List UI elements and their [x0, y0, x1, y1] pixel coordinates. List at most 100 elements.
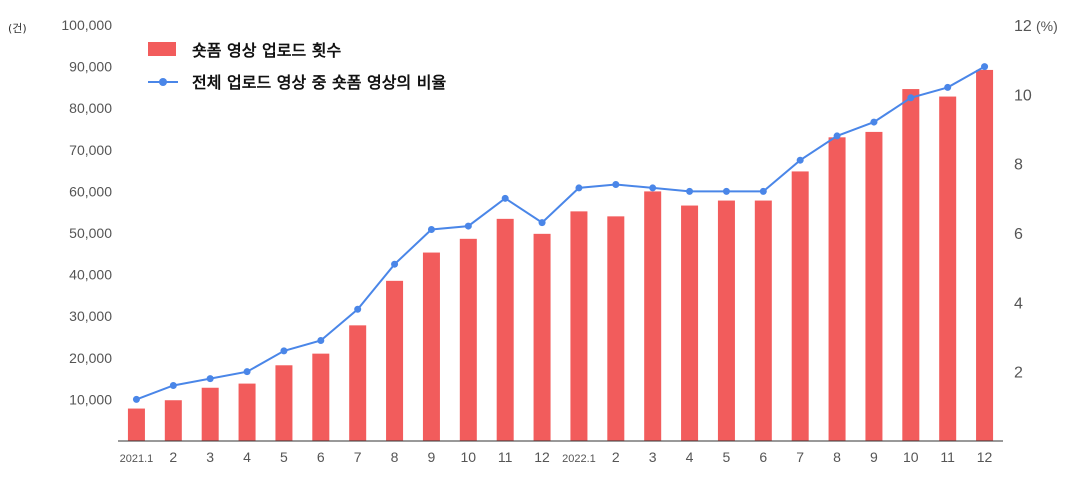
line-point — [538, 219, 546, 227]
y-left-tick-label: 80,000 — [69, 100, 112, 116]
y-left-tick-label: 90,000 — [69, 59, 112, 75]
line-point — [427, 226, 435, 234]
y-right-tick-label: 8 — [1014, 157, 1023, 174]
x-tick-label: 2 — [169, 449, 177, 465]
y-left-tick-label: 40,000 — [69, 267, 112, 283]
y-left-tick-label: 30,000 — [69, 308, 112, 324]
bar — [533, 233, 551, 441]
line-point — [391, 260, 399, 268]
bar — [459, 238, 477, 441]
bar — [570, 211, 588, 441]
x-tick-label: 6 — [317, 449, 325, 465]
x-tick-label: 2022.1 — [562, 453, 596, 465]
x-tick-label: 11 — [498, 449, 513, 465]
y-right-tick-label: 2 — [1014, 365, 1023, 382]
line-point — [243, 368, 251, 376]
ratio-line — [136, 65, 986, 401]
x-tick-label: 2021.1 — [120, 453, 154, 465]
x-tick-label: 10 — [903, 449, 919, 465]
line-points — [132, 63, 989, 403]
legend: 숏폼 영상 업로드 횟수 전체 업로드 영상 중 숏폼 영상의 비율 — [148, 41, 447, 92]
legend-bar-swatch — [148, 42, 176, 56]
bar — [939, 96, 957, 441]
line-point — [981, 63, 989, 71]
bar — [312, 353, 330, 441]
y-right-tick-label: 12 — [1014, 18, 1032, 35]
bar-series — [127, 69, 994, 442]
y-right-unit: (%) — [1036, 18, 1058, 34]
y-right-tick-label: 10 — [1014, 87, 1032, 104]
bar — [201, 387, 219, 441]
bar — [386, 280, 404, 441]
x-tick-label: 8 — [391, 449, 399, 465]
legend-line-label: 전체 업로드 영상 중 숏폼 영상의 비율 — [192, 73, 447, 92]
bar — [681, 205, 699, 441]
x-tick-label: 8 — [833, 449, 841, 465]
y-left-tick-label: 70,000 — [69, 142, 112, 158]
x-tick-label: 10 — [461, 449, 477, 465]
line-point — [501, 194, 509, 202]
y-left-tick-label: 10,000 — [69, 391, 112, 407]
x-tick-label: 12 — [977, 449, 993, 465]
bar — [717, 200, 735, 441]
line-point — [907, 94, 915, 102]
x-tick-label: 3 — [649, 449, 657, 465]
y-left-tick-label: 60,000 — [69, 183, 112, 199]
y-left-tick-label: 100,000 — [61, 17, 112, 33]
x-ticks: 2021.1 2 3 4 5 6 7 8 9 10 11 12 2022.1 2 3 4 5 6 7 8 9 10 11 12 — [120, 449, 993, 465]
bar — [607, 216, 625, 441]
x-tick-label: 2 — [612, 449, 620, 465]
bar — [164, 400, 182, 441]
x-tick-label: 9 — [870, 449, 878, 465]
x-tick-label: 5 — [280, 449, 288, 465]
y-left-tick-label: 50,000 — [69, 225, 112, 241]
line-point — [686, 187, 694, 195]
bar — [791, 171, 809, 441]
x-tick-label: 5 — [723, 449, 731, 465]
line-point — [169, 382, 177, 390]
line-point — [206, 375, 214, 383]
x-tick-label: 7 — [796, 449, 804, 465]
y-left-ticks: 10,000 20,000 30,000 40,000 50,000 60,000 70,0… — [61, 17, 112, 407]
x-tick-label: 4 — [243, 449, 251, 465]
line-point — [280, 347, 288, 355]
bar — [828, 137, 846, 441]
bar — [902, 89, 920, 442]
bar — [275, 365, 293, 441]
bar — [238, 383, 256, 441]
legend-bar-label: 숏폼 영상 업로드 횟수 — [192, 41, 341, 60]
bar — [422, 252, 440, 441]
line-point — [833, 132, 841, 140]
line-point — [317, 336, 325, 344]
legend-line-marker — [159, 78, 167, 86]
bar — [127, 408, 145, 441]
bar — [644, 191, 662, 441]
x-tick-label: 4 — [686, 449, 694, 465]
line-point — [464, 222, 472, 230]
line-point — [796, 156, 804, 164]
x-tick-label: 7 — [354, 449, 362, 465]
line-point — [354, 305, 362, 313]
bar — [976, 69, 994, 441]
y-left-unit: (건) — [8, 22, 27, 35]
bar — [754, 200, 772, 441]
x-tick-label: 6 — [759, 449, 767, 465]
y-left-tick-label: 20,000 — [69, 350, 112, 366]
line-point — [944, 83, 952, 91]
line-point — [132, 395, 140, 403]
y-right-ticks: 2 4 6 8 10 12 — [1014, 18, 1032, 382]
x-tick-label: 9 — [428, 449, 436, 465]
line-point — [722, 187, 730, 195]
x-tick-label: 3 — [206, 449, 214, 465]
line-point — [649, 184, 657, 192]
x-tick-label: 11 — [940, 449, 955, 465]
bar — [865, 131, 883, 442]
line-point — [612, 180, 620, 188]
bar — [496, 218, 514, 441]
y-right-tick-label: 6 — [1014, 226, 1023, 243]
y-right-tick-label: 4 — [1014, 295, 1023, 312]
bar — [349, 325, 367, 441]
x-tick-label: 12 — [534, 449, 550, 465]
line-point — [575, 184, 583, 192]
